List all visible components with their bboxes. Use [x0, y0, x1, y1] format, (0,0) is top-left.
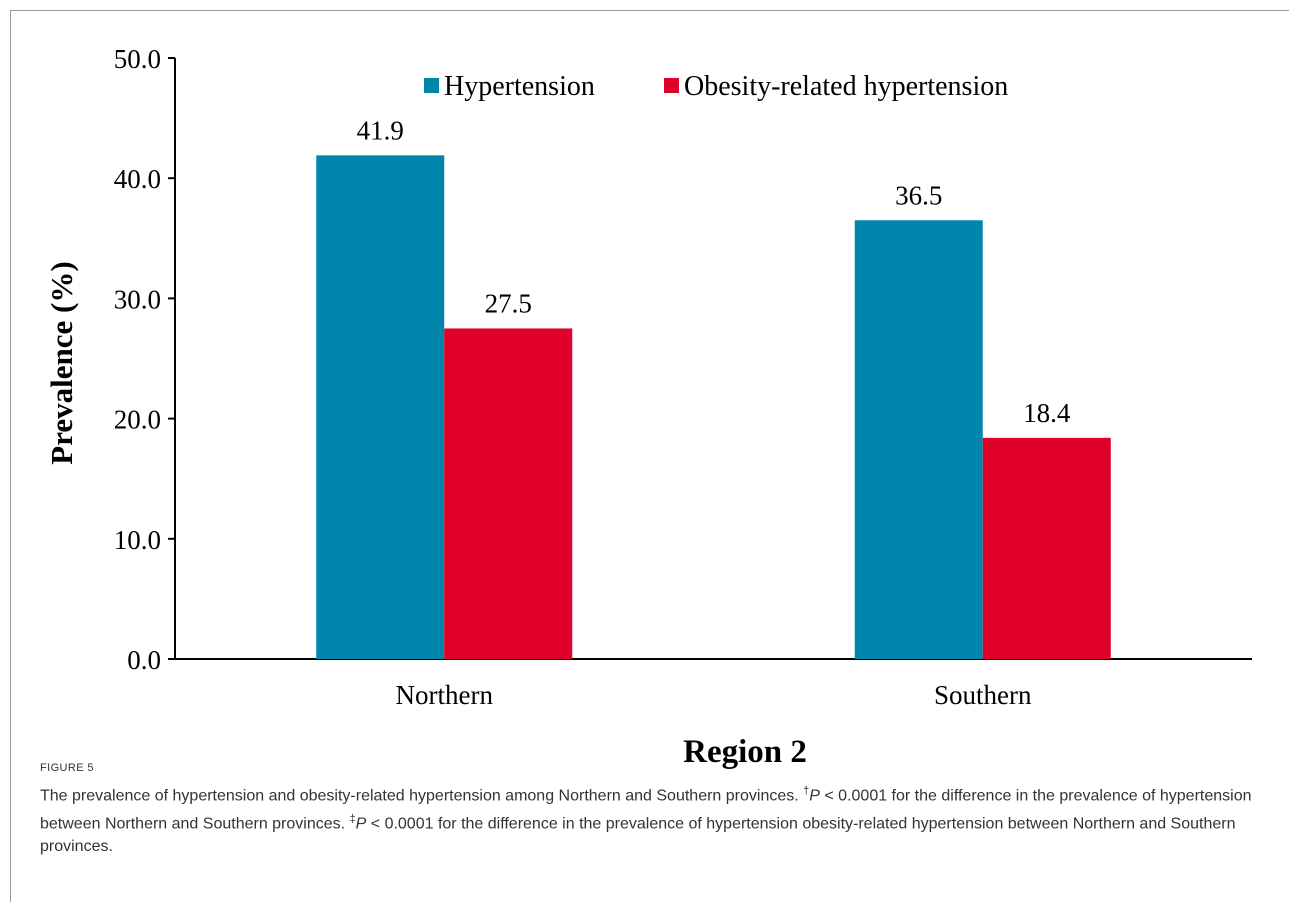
- caption-superscript: ‡: [349, 812, 356, 825]
- bar-value-label: 36.5: [895, 180, 942, 210]
- bar-chart: 0.0 10.0 20.0 30.0 40.0 50.0 Northern Southern…: [44, 44, 1252, 770]
- bar-data-labels: 41.9 36.5 27.5 18.4: [357, 115, 1071, 427]
- y-tick-label: 30.0: [114, 284, 161, 314]
- legend: Hypertension Obesity-related hypertension: [424, 71, 1008, 102]
- caption-text-segment: < 0.0001 for the difference in the preva…: [40, 787, 1252, 833]
- bar: [854, 220, 983, 659]
- caption-italic: P: [355, 815, 367, 833]
- figure-frame: [10, 10, 1289, 902]
- legend-label: Hypertension: [444, 71, 595, 102]
- figure-label: FIGURE 5: [40, 762, 94, 774]
- caption-superscript: †: [803, 785, 810, 797]
- legend-swatch: [424, 78, 439, 93]
- y-tick-label: 50.0: [114, 44, 161, 74]
- y-tick-label: 10.0: [114, 525, 161, 555]
- bar: [444, 328, 573, 659]
- x-tick-label: Northern: [396, 680, 494, 710]
- y-tick-label: 20.0: [114, 405, 161, 435]
- y-tick-label: 40.0: [114, 164, 161, 194]
- bar: [316, 155, 445, 659]
- y-axis-title: Prevalence (%): [44, 261, 79, 464]
- x-tick-label: Southern: [934, 680, 1032, 710]
- caption-text-segment: < 0.0001 for the difference in the preva…: [40, 815, 1236, 855]
- legend-label: Obesity-related hypertension: [684, 71, 1008, 102]
- caption-text-segment: The prevalence of hypertension and obesi…: [40, 787, 804, 805]
- legend-swatch: [664, 78, 679, 93]
- bar-value-label: 18.4: [1023, 398, 1071, 428]
- bars: [316, 155, 1111, 659]
- x-axis: Northern Southern: [175, 658, 1252, 710]
- bar-value-label: 27.5: [485, 288, 532, 318]
- figure-caption: The prevalence of hypertension and obesi…: [40, 780, 1255, 858]
- y-tick-label: 0.0: [127, 645, 161, 675]
- bar-value-label: 41.9: [357, 115, 404, 145]
- x-axis-title: Region 2: [683, 734, 807, 770]
- caption-italic: P: [809, 787, 820, 805]
- y-axis: 0.0 10.0 20.0 30.0 40.0 50.0: [114, 44, 176, 675]
- bar: [982, 437, 1111, 659]
